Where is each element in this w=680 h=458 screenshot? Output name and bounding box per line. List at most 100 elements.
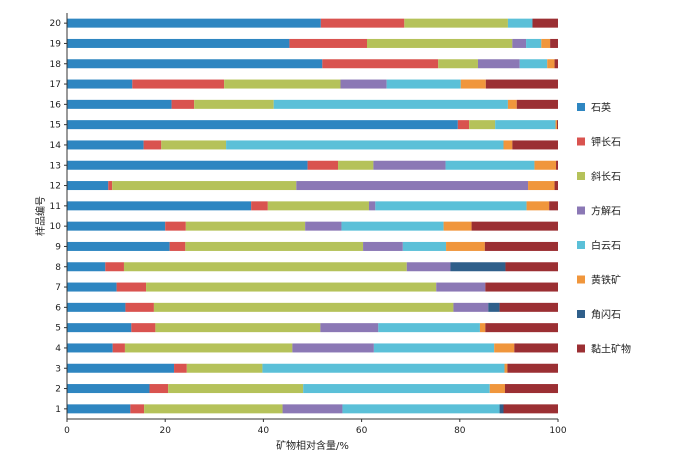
- x-tick-label-60: 60: [356, 426, 368, 436]
- y-axis-title: 样品编号: [34, 196, 47, 236]
- legend-label-6: 角闪石: [591, 308, 621, 321]
- bar-segment-sample-10-series-3: [305, 221, 342, 231]
- y-tick-label-5: 5: [55, 324, 61, 334]
- bar-segment-sample-19-series-4: [526, 38, 542, 48]
- bar-segment-sample-4-series-1: [112, 343, 125, 353]
- bar-segment-sample-17-series-5: [460, 79, 486, 89]
- x-tick-label-40: 40: [258, 426, 270, 436]
- bar-segment-sample-3-series-4: [262, 363, 505, 373]
- bar-segment-sample-16-series-1: [171, 99, 195, 109]
- legend-label-5: 黄铁矿: [591, 274, 621, 287]
- bar-segment-sample-15-series-2: [469, 120, 496, 130]
- legend-swatch-6: [577, 310, 585, 318]
- bar-segment-sample-19-series-2: [367, 38, 513, 48]
- bar-segment-sample-7-series-1: [116, 282, 147, 292]
- bar-segment-sample-7-series-7: [485, 282, 558, 292]
- bar-segment-sample-20-series-7: [532, 18, 558, 28]
- bar-segment-sample-18-series-1: [322, 59, 439, 69]
- y-tick-label-18: 18: [50, 60, 62, 70]
- bar-segment-sample-11-series-7: [549, 201, 558, 211]
- bar-segment-sample-5-series-3: [320, 323, 379, 333]
- bar-segment-sample-12-series-1: [108, 181, 113, 191]
- bar-segment-sample-8-series-3: [406, 262, 451, 272]
- x-tick-label-20: 20: [159, 426, 171, 436]
- bar-segment-sample-7-series-3: [436, 282, 486, 292]
- bar-segment-sample-1-series-2: [144, 404, 283, 414]
- bar-segment-sample-20-series-1: [320, 18, 405, 28]
- y-tick-label-10: 10: [50, 222, 62, 232]
- y-tick-label-12: 12: [50, 182, 61, 192]
- x-tick-label-0: 0: [64, 426, 70, 436]
- bar-segment-sample-18-series-5: [547, 59, 555, 69]
- bar-segment-sample-16-series-2: [194, 99, 274, 109]
- bar-segment-sample-4-series-2: [124, 343, 293, 353]
- legend-label-1: 钾长石: [591, 136, 621, 149]
- x-tick-label-80: 80: [454, 426, 466, 436]
- bar-segment-sample-2-series-2: [168, 384, 304, 394]
- bar-segment-sample-4-series-4: [373, 343, 495, 353]
- bar-segment-sample-15-series-5: [555, 120, 558, 130]
- bar-segment-sample-6-series-1: [125, 302, 154, 312]
- bar-segment-sample-18-series-0: [67, 59, 323, 69]
- bar-segment-sample-10-series-5: [443, 221, 472, 231]
- y-tick-label-19: 19: [50, 39, 62, 49]
- bar-segment-sample-13-series-5: [534, 160, 557, 170]
- bar-segment-sample-14-series-2: [161, 140, 227, 150]
- bar-segment-sample-11-series-0: [67, 201, 252, 211]
- legend-label-2: 斜长石: [591, 170, 621, 183]
- bar-segment-sample-12-series-2: [112, 181, 297, 191]
- bar-segment-sample-10-series-0: [67, 221, 166, 231]
- y-tick-label-9: 9: [55, 242, 61, 252]
- bar-segment-sample-17-series-3: [340, 79, 387, 89]
- bar-segment-sample-1-series-6: [499, 404, 504, 414]
- bar-segment-sample-15-series-1: [457, 120, 470, 130]
- x-axis-title: 矿物相对含量/%: [276, 439, 349, 452]
- bar-segment-sample-1-series-7: [503, 404, 558, 414]
- bar-segment-sample-5-series-0: [67, 323, 132, 333]
- bar-segment-sample-17-series-1: [132, 79, 225, 89]
- bar-segment-sample-17-series-4: [386, 79, 461, 89]
- x-tick-label-100: 100: [549, 426, 566, 436]
- bar-segment-sample-8-series-0: [67, 262, 106, 272]
- legend-swatch-3: [577, 206, 585, 215]
- bar-segment-sample-3-series-7: [507, 363, 558, 373]
- bar-segment-sample-3-series-0: [67, 363, 175, 373]
- bar-segment-sample-5-series-5: [479, 323, 486, 333]
- bar-segment-sample-19-series-3: [512, 38, 527, 48]
- bar-segment-sample-8-series-1: [105, 262, 124, 272]
- bar-segment-sample-14-series-0: [67, 140, 144, 150]
- bar-segment-sample-12-series-3: [296, 181, 529, 191]
- y-tick-label-15: 15: [50, 121, 61, 131]
- bars-layer: [67, 18, 558, 414]
- bar-segment-sample-10-series-1: [165, 221, 186, 231]
- bar-segment-sample-10-series-7: [471, 221, 558, 231]
- bar-segment-sample-12-series-0: [67, 181, 109, 191]
- bar-segment-sample-11-series-5: [526, 201, 550, 211]
- bar-segment-sample-6-series-0: [67, 302, 126, 312]
- bar-segment-sample-14-series-1: [143, 140, 162, 150]
- bar-segment-sample-3-series-2: [186, 363, 263, 373]
- bar-segment-sample-16-series-7: [516, 99, 558, 109]
- y-tick-label-20: 20: [50, 19, 62, 29]
- bar-segment-sample-8-series-2: [123, 262, 407, 272]
- y-tick-label-14: 14: [50, 141, 62, 151]
- y-tick-label-8: 8: [55, 263, 61, 273]
- bar-segment-sample-2-series-0: [67, 384, 150, 394]
- bar-segment-sample-17-series-0: [67, 79, 133, 89]
- bar-segment-sample-16-series-5: [507, 99, 517, 109]
- bar-segment-sample-19-series-0: [67, 38, 290, 48]
- legend-label-4: 白云石: [591, 239, 621, 252]
- bar-segment-sample-5-series-1: [131, 323, 156, 333]
- bar-segment-sample-13-series-7: [556, 160, 558, 170]
- bar-segment-sample-12-series-5: [528, 181, 555, 191]
- bar-segment-sample-5-series-2: [155, 323, 321, 333]
- bar-segment-sample-9-series-5: [446, 241, 485, 251]
- bar-segment-sample-11-series-4: [375, 201, 527, 211]
- bar-segment-sample-2-series-4: [303, 384, 490, 394]
- bar-segment-sample-18-series-7: [554, 59, 558, 69]
- bar-segment-sample-1-series-1: [130, 404, 145, 414]
- bar-segment-sample-6-series-2: [153, 302, 454, 312]
- bar-segment-sample-16-series-4: [273, 99, 508, 109]
